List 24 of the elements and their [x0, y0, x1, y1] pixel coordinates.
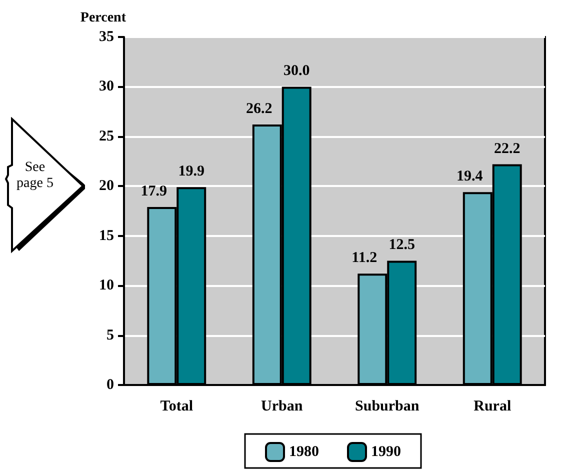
y-tick-label: 30	[99, 78, 114, 95]
x-tick-label: Suburban	[355, 398, 420, 414]
text: 19.9	[178, 164, 204, 180]
legend-label: 1990	[371, 444, 401, 460]
y-axis-title: Percent	[80, 10, 126, 26]
text: 11.2	[352, 250, 378, 266]
x-tick-label: Rural	[474, 398, 512, 414]
text: 22.2	[494, 140, 520, 157]
text: 17.9	[140, 184, 168, 200]
text: 19.4	[456, 168, 483, 185]
y-tick-label: 15	[99, 228, 114, 244]
y-tick-label: 0	[106, 377, 114, 393]
y-tick-label: 35	[99, 29, 114, 45]
text: 30.0	[283, 63, 310, 80]
y-tick-label: 5	[106, 327, 114, 344]
text: See page 5	[16, 160, 54, 192]
x-tick-label: Urban	[261, 398, 304, 414]
y-tick-label: 20	[99, 178, 114, 194]
y-tick-label: 25	[99, 128, 114, 144]
y-tick-label: 10	[99, 278, 114, 294]
text: 12.5	[388, 237, 415, 254]
x-tick-label: Total	[160, 398, 194, 414]
legend-label: 1980	[289, 444, 319, 460]
text: 26.2	[246, 100, 272, 117]
